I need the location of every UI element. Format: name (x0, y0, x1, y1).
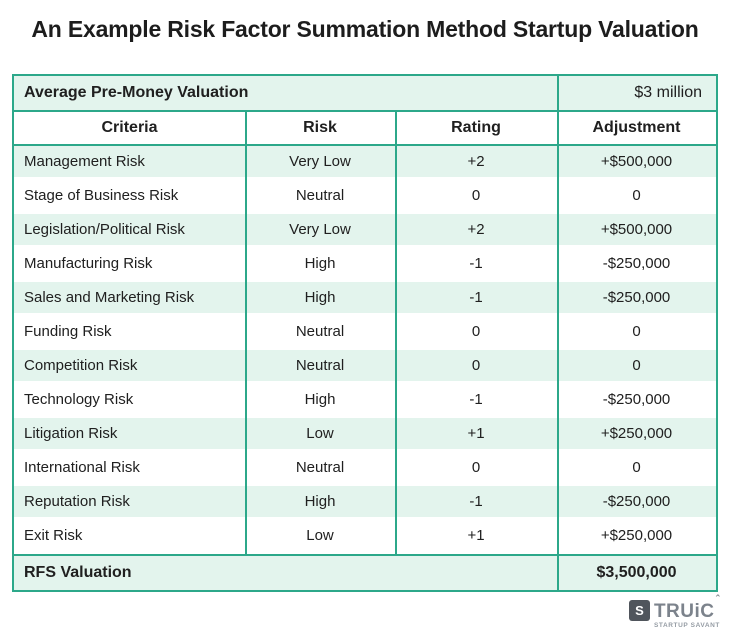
rating-cell: 0 (471, 187, 481, 204)
adjustment-cell: 0 (632, 187, 641, 204)
criteria-cell: Technology Risk (24, 391, 134, 408)
table-row: Stage of Business Risk Neutral 0 0 (14, 180, 716, 214)
rating-cell: 0 (471, 459, 481, 476)
adjustment-cell: -$250,000 (602, 255, 671, 272)
pre-money-valuation-value: $3 million (634, 84, 702, 101)
criteria-cell: Legislation/Political Risk (24, 221, 185, 238)
truic-logo-icon: S (628, 600, 650, 621)
criteria-cell: Exit Risk (24, 527, 83, 544)
adjustment-cell: -$250,000 (602, 391, 671, 408)
page-title: An Example Risk Factor Summation Method … (31, 16, 699, 42)
truic-logo-tagline: STARTUP SAVANT (653, 622, 720, 629)
rfs-valuation-value: $3,500,000 (596, 564, 677, 581)
adjustment-cell: +$500,000 (600, 221, 673, 238)
rating-cell: +2 (467, 153, 485, 170)
adjustment-cell: 0 (632, 357, 641, 374)
rating-cell: -1 (469, 493, 483, 510)
column-header-criteria: Criteria (101, 119, 158, 136)
column-header-rating: Rating (451, 119, 501, 136)
table-header-row: Criteria Risk Rating Adjustment (14, 112, 716, 146)
table-row: Sales and Marketing Risk High -1 -$250,0… (14, 282, 716, 316)
table-row: Legislation/Political Risk Very Low +2 +… (14, 214, 716, 248)
risk-cell: Low (306, 527, 334, 544)
risk-cell: Very Low (289, 221, 351, 238)
column-divider-risk-rating (395, 112, 397, 554)
table-row: Competition Risk Neutral 0 0 (14, 350, 716, 384)
table-row: Litigation Risk Low +1 +$250,000 (14, 418, 716, 452)
truic-logo-text: TRUiC ˆ STARTUP SAVANT (653, 594, 720, 630)
criteria-cell: Sales and Marketing Risk (24, 289, 195, 306)
rating-cell: -1 (469, 289, 483, 306)
risk-factor-table: Average Pre-Money Valuation $3 million C… (12, 74, 718, 592)
table-row: Manufacturing Risk High -1 -$250,000 (14, 248, 716, 282)
criteria-cell: Funding Risk (24, 323, 112, 340)
risk-cell: Low (306, 425, 334, 442)
rating-cell: -1 (469, 255, 483, 272)
table-row: Exit Risk Low +1 +$250,000 (14, 520, 716, 554)
table-row: Technology Risk High -1 -$250,000 (14, 384, 716, 418)
risk-cell: High (304, 391, 336, 408)
adjustment-cell: +$250,000 (600, 527, 673, 544)
risk-cell: High (304, 289, 336, 306)
criteria-cell: Litigation Risk (24, 425, 118, 442)
adjustment-cell: +$500,000 (600, 153, 673, 170)
risk-cell: High (304, 255, 336, 272)
truic-watermark: S TRUiC ˆ STARTUP SAVANT (628, 594, 720, 630)
criteria-cell: Management Risk (24, 153, 145, 170)
truic-logo-name-text: TRUiC (653, 601, 715, 622)
rating-cell: +2 (467, 221, 485, 238)
risk-cell: Very Low (289, 153, 351, 170)
criteria-cell: Stage of Business Risk (24, 187, 179, 204)
table-row: Funding Risk Neutral 0 0 (14, 316, 716, 350)
risk-cell: Neutral (295, 187, 345, 204)
table-row: Reputation Risk High -1 -$250,000 (14, 486, 716, 520)
truic-caret-icon: ˆ (715, 594, 720, 606)
adjustment-cell: -$250,000 (602, 493, 671, 510)
rating-cell: 0 (471, 357, 481, 374)
table-row: Management Risk Very Low +2 +$500,000 (14, 146, 716, 180)
risk-cell: High (304, 493, 336, 510)
rating-cell: +1 (467, 425, 485, 442)
adjustment-cell: 0 (632, 459, 641, 476)
risk-cell: Neutral (295, 357, 345, 374)
adjustment-cell: -$250,000 (602, 289, 671, 306)
column-divider-rating-adjustment (557, 76, 559, 590)
criteria-cell: International Risk (24, 459, 140, 476)
rating-cell: -1 (469, 391, 483, 408)
risk-cell: Neutral (295, 459, 345, 476)
column-header-risk: Risk (303, 119, 337, 136)
rating-cell: +1 (467, 527, 485, 544)
rating-cell: 0 (471, 323, 481, 340)
rfs-valuation-label: RFS Valuation (24, 564, 132, 581)
adjustment-cell: +$250,000 (600, 425, 673, 442)
criteria-cell: Reputation Risk (24, 493, 130, 510)
pre-money-valuation-label: Average Pre-Money Valuation (24, 84, 249, 101)
table-body: Management Risk Very Low +2 +$500,000 St… (14, 146, 716, 554)
adjustment-cell: 0 (632, 323, 641, 340)
rfs-valuation-row: RFS Valuation $3,500,000 (14, 554, 716, 590)
criteria-cell: Competition Risk (24, 357, 138, 374)
column-header-adjustment: Adjustment (592, 119, 681, 136)
column-divider-criteria-risk (245, 112, 247, 554)
criteria-cell: Manufacturing Risk (24, 255, 153, 272)
truic-logo-name: TRUiC ˆ (653, 594, 720, 622)
risk-cell: Neutral (295, 323, 345, 340)
pre-money-valuation-row: Average Pre-Money Valuation $3 million (14, 76, 716, 112)
table-row: International Risk Neutral 0 0 (14, 452, 716, 486)
